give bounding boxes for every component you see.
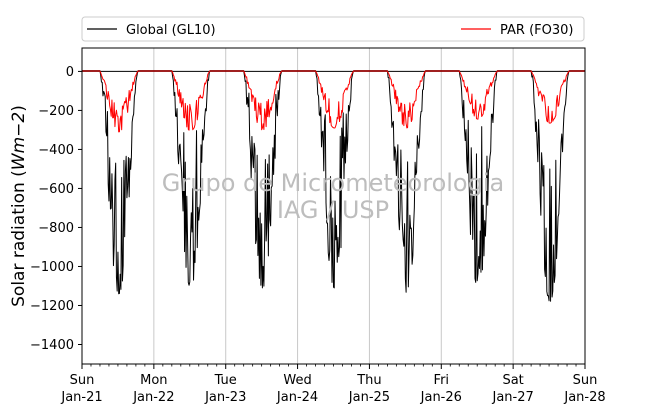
watermark-line-1: Grupo de Micrometeorologia [162, 169, 504, 197]
x-tick-label-day: Tue [214, 373, 237, 388]
x-tick-label-date: Jan-24 [276, 390, 318, 405]
x-tick-label-day: Sun [573, 373, 598, 388]
x-tick-label-date: Jan-26 [420, 390, 462, 405]
legend-label-par: PAR (FO30) [500, 23, 573, 38]
y-tick-label: −600 [38, 182, 74, 197]
y-tick-label: 0 [66, 65, 74, 80]
x-tick-label-day: Thu [356, 373, 381, 388]
x-tick-label-date: Jan-27 [492, 390, 534, 405]
x-tick-label-date: Jan-25 [348, 390, 390, 405]
y-tick-label: −1000 [30, 260, 74, 275]
y-axis-title: Solar radiation (Wm−2) [9, 105, 29, 307]
x-tick-label-date: Jan-21 [60, 390, 102, 405]
x-tick-label-date: Jan-28 [563, 390, 605, 405]
x-tick-label-date: Jan-23 [204, 390, 246, 405]
legend-label-global: Global (GL10) [126, 23, 216, 38]
watermark-line-2: IAG / USP [277, 196, 389, 224]
legend-box [81, 16, 585, 42]
x-tick-label-day: Wed [283, 373, 311, 388]
x-tick-label-day: Sat [502, 373, 523, 388]
y-tick-label: −400 [38, 143, 74, 158]
x-axis: Sun Jan-21 Mon Jan-22 Tue Jan-23 Wed Jan-24 Thu J… [60, 364, 606, 405]
watermark: Grupo de Micrometeorologia IAG / USP [162, 169, 504, 224]
series-layer [82, 70, 585, 302]
y-tick-label: −200 [38, 104, 74, 119]
y-tick-label: −800 [38, 221, 74, 236]
y-tick-label: −1200 [30, 299, 74, 314]
x-tick-label-day: Mon [140, 373, 167, 388]
x-tick-label-date: Jan-22 [132, 390, 174, 405]
series-par-line [82, 70, 585, 133]
grid-layer [153, 48, 514, 364]
y-axis: 0 −200 −400 −600 −800 −1000 −1200 −1400 [30, 65, 82, 353]
x-tick-label-day: Sun [70, 373, 95, 388]
y-tick-label: −1400 [30, 338, 74, 353]
legend: Global (GL10) PAR (FO30) [81, 16, 585, 42]
x-tick-label-day: Fri [434, 373, 450, 388]
